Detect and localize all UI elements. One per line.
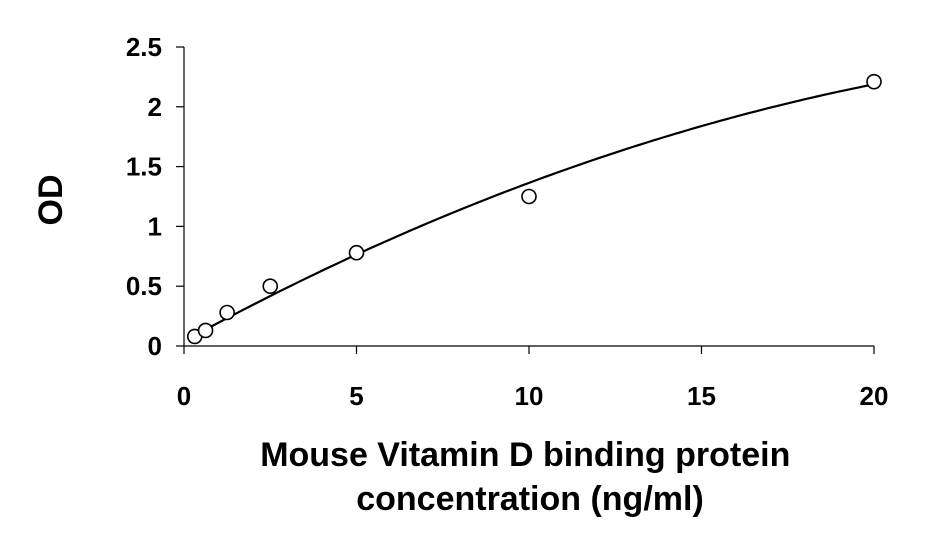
y-tick-label: 0.5: [126, 271, 162, 301]
data-points: [186, 73, 882, 345]
y-tick-label: 1: [148, 211, 162, 241]
x-tick-label: 0: [177, 381, 191, 411]
data-point-marker: [521, 188, 537, 205]
x-tick-label: 10: [515, 381, 544, 411]
x-axis-title-line-2: concentration (ng/ml): [356, 480, 704, 518]
x-axis-title-line-1: Mouse Vitamin D binding protein: [260, 436, 790, 474]
y-tick-label: 2: [148, 92, 162, 122]
y-tick-label: 2.5: [126, 32, 162, 62]
x-tick-label: 15: [687, 381, 716, 411]
data-point-marker: [348, 244, 365, 261]
fitted-curve-line: [194, 83, 875, 337]
x-tick-label: 20: [860, 381, 889, 411]
axis-ticks: 0 0.5 1 1.5 2 2.5 0 5 10 15 20: [126, 32, 889, 411]
x-tick-label: 5: [349, 381, 363, 411]
y-tick-label: 0: [148, 331, 162, 361]
data-point-marker: [866, 73, 882, 90]
data-point-marker: [262, 278, 279, 295]
data-point-marker: [219, 304, 235, 321]
y-axis-title: OD: [32, 175, 70, 226]
x-axis-title: Mouse Vitamin D binding protein concentr…: [260, 436, 800, 518]
data-point-marker: [197, 322, 214, 339]
y-tick-label: 1.5: [126, 152, 162, 182]
